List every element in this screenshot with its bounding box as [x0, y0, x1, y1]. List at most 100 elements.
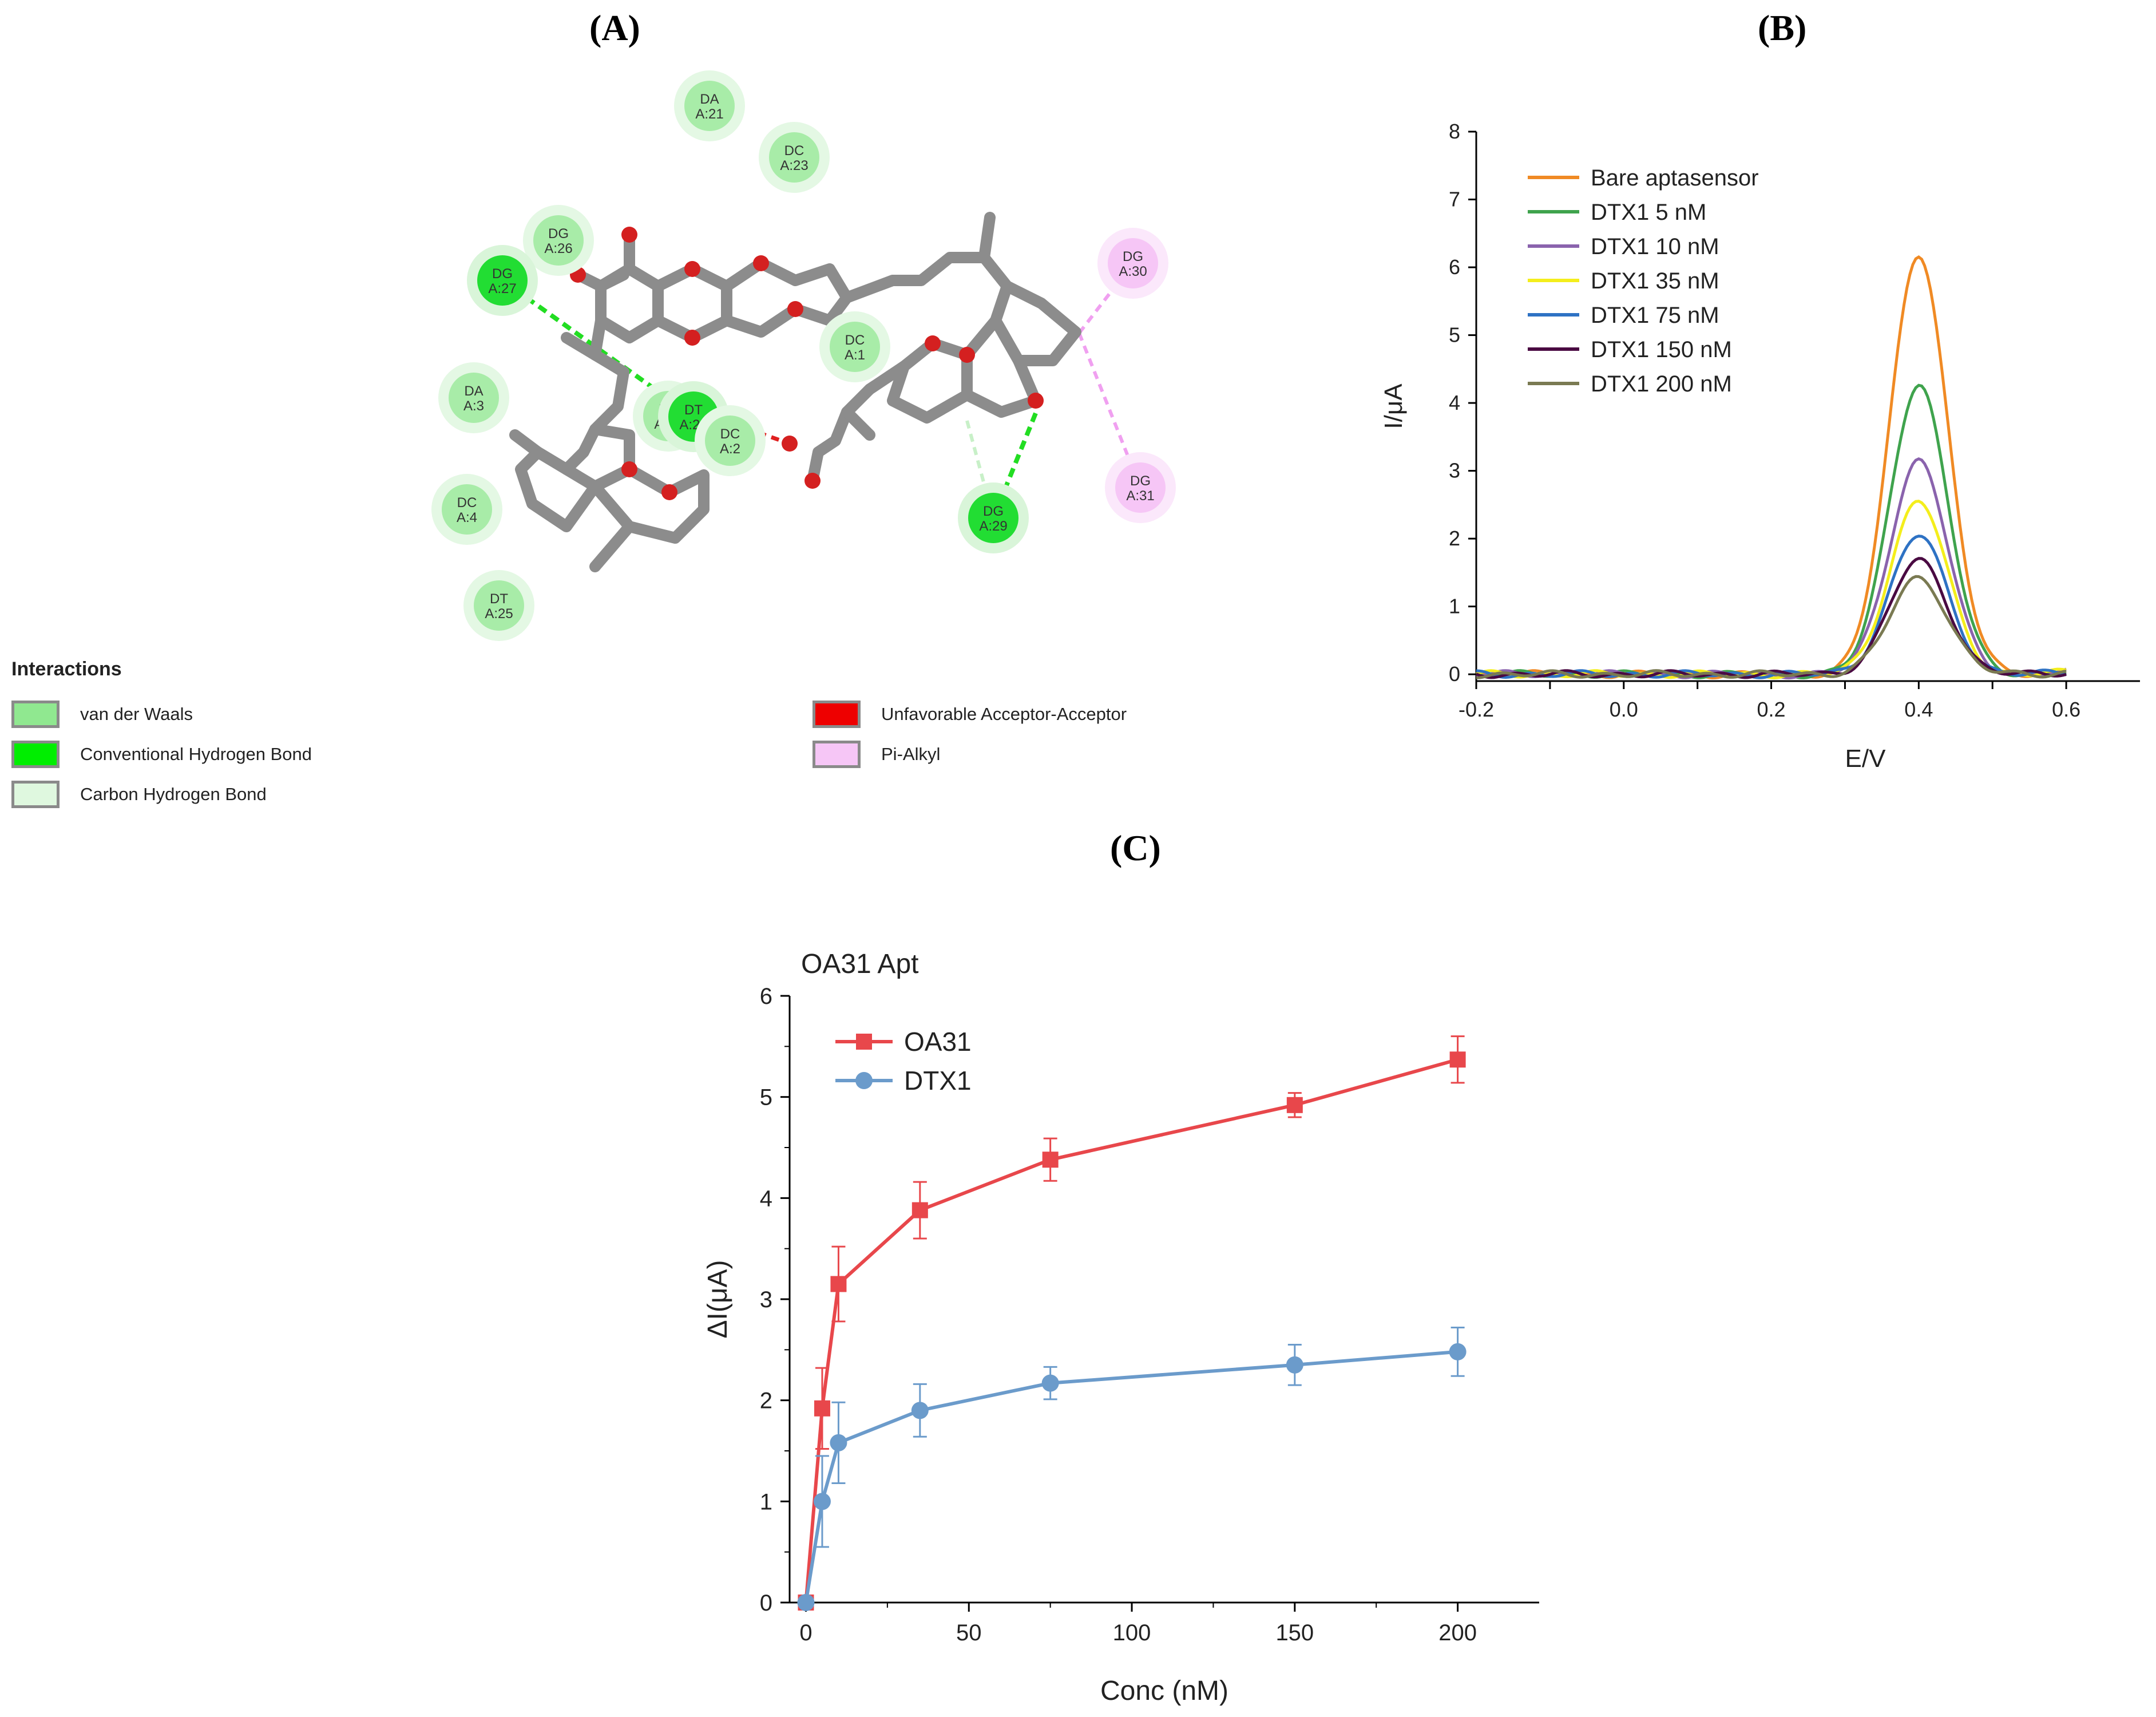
series-line: [804, 1058, 1459, 1603]
data-point: [830, 1434, 847, 1451]
residue-position: A:30: [1119, 264, 1147, 279]
x-axis-title: E/V: [1845, 745, 1886, 773]
residue-name: DG: [492, 266, 513, 282]
y-axis-title: ΔI(μA): [703, 1260, 733, 1338]
y-axis-title: I/μA: [1380, 383, 1408, 429]
x-tick-label: 0.6: [2052, 698, 2080, 721]
axes-b: 0 1 2 3 4 5 6 7 8 -0.2 0.0 0.2 0.4 0.6 E/V I/μA: [1380, 120, 2140, 773]
data-point: [1286, 1097, 1303, 1113]
curve-dtx1-150-nm: [1476, 557, 2067, 679]
legend-item-conventional-hbond: Conventional Hydrogen Bond: [11, 738, 312, 770]
residue-layer: DAA:21DCA:23DGA:26DGA:27DAA:3DCA:4DTA:25…: [431, 70, 1176, 641]
y-tick-label: 1: [1449, 595, 1460, 618]
residue-disc: [533, 215, 584, 266]
curve-dtx1-10-nm: [1476, 457, 2067, 680]
residue-disc: [769, 132, 819, 183]
data-point: [813, 1493, 831, 1510]
residue-dg-a26: DGA:26: [523, 205, 594, 276]
residue-dc-a23: DCA:23: [759, 122, 830, 193]
legend-label: DTX1: [904, 1066, 972, 1095]
y-tick-label: 0: [1449, 662, 1460, 686]
legend-item-unfavorable: Unfavorable Acceptor-Acceptor: [813, 698, 1127, 730]
legend-label: Conventional Hydrogen Bond: [80, 744, 312, 764]
y-tick-label: 1: [760, 1489, 772, 1514]
conventional-hbond-swatch: [11, 741, 60, 768]
legend-label: OA31: [904, 1027, 972, 1057]
y-tick-label: 5: [760, 1085, 772, 1110]
residue-position: A:31: [1126, 488, 1154, 504]
legend-item-carbon-hbond: Carbon Hydrogen Bond: [11, 778, 267, 810]
residue-position: A:27: [488, 281, 516, 296]
residue-disc: [968, 493, 1018, 543]
x-tick-label: 150: [1275, 1620, 1314, 1645]
series-oa31: [798, 1035, 1466, 1611]
y-tick-label: 6: [760, 984, 772, 1009]
residue-name: DC: [845, 333, 865, 348]
y-tick-label: 5: [1449, 323, 1460, 347]
legend-label: DTX1 10 nM: [1591, 234, 1719, 259]
unfavorable-swatch: [813, 701, 861, 728]
panel-label-b: (B): [1758, 7, 1807, 48]
y-tick-label: 8: [1449, 120, 1460, 143]
y-tick-label: 4: [760, 1186, 772, 1211]
legend-label: DTX1 35 nM: [1591, 268, 1719, 294]
residue-dg-a30: DGA:30: [1097, 228, 1168, 299]
residue-disc: [449, 373, 499, 423]
residue-position: A:4: [457, 510, 477, 525]
data-point: [911, 1402, 929, 1419]
residue-name: DA: [464, 383, 483, 399]
residue-disc: [442, 484, 492, 535]
x-tick-label: 0.4: [1904, 698, 1933, 721]
residue-dg-a27: DGA:27: [467, 245, 538, 316]
legend-label: Bare aptasensor: [1591, 165, 1759, 191]
legend-item-pi-alkyl: Pi-Alkyl: [813, 738, 940, 770]
interactions-legend-title: Interactions: [11, 658, 122, 680]
residue-position: A:25: [485, 606, 513, 622]
residue-disc: [474, 580, 524, 631]
legend-marker: [855, 1072, 873, 1089]
panel-label-c: (C): [1110, 828, 1161, 868]
legend-label: DTX1 150 nM: [1591, 337, 1732, 362]
axes-c: 0 1 2 3 4 5 6 0 50 100 150 200 Conc (nM) ΔI(μA): [703, 984, 1539, 1706]
residue-disc: [705, 416, 755, 466]
residue-disc: [830, 322, 880, 372]
chart-title: OA31 Apt: [801, 949, 918, 979]
residue-position: A:2: [720, 441, 740, 457]
legend-label: DTX1 5 nM: [1591, 200, 1706, 225]
data-point: [911, 1202, 928, 1218]
residue-dc-a2: DCA:2: [695, 405, 766, 476]
y-tick-label: 2: [1449, 527, 1460, 550]
x-tick-label: 0: [799, 1620, 812, 1645]
x-axis-title: Conc (nM): [1100, 1676, 1228, 1706]
series-dtx1: [797, 1326, 1467, 1611]
residue-dg-a29: DGA:29: [958, 482, 1029, 553]
residue-name: DA: [700, 92, 719, 107]
legend-marker: [856, 1034, 872, 1050]
y-tick-label: 3: [1449, 459, 1460, 482]
legend-label: DTX1 75 nM: [1591, 303, 1719, 328]
residue-name: DG: [1130, 473, 1151, 489]
y-tick-label: 3: [760, 1287, 772, 1312]
data-point: [830, 1276, 847, 1292]
residue-name: DG: [983, 504, 1004, 519]
residue-disc: [684, 81, 735, 131]
residue-disc: [1115, 462, 1166, 513]
data-point: [814, 1400, 830, 1417]
series-line: [804, 1350, 1458, 1603]
carbon-hbond-swatch: [11, 781, 60, 808]
y-tick-label: 4: [1449, 391, 1460, 414]
residue-position: A:1: [845, 347, 865, 363]
x-tick-label: 0.2: [1757, 698, 1786, 721]
residue-position: A:29: [979, 519, 1007, 534]
ligand-structure: [509, 212, 1081, 572]
residue-disc: [477, 255, 528, 306]
oxygen-atoms: [570, 227, 1044, 500]
y-tick-label: 0: [760, 1591, 772, 1616]
residue-da-a21: DAA:21: [674, 70, 745, 141]
data-point: [1449, 1051, 1466, 1068]
curve-dtx1-200-nm: [1476, 575, 2067, 679]
residue-da-a3: DAA:3: [438, 362, 509, 433]
residue-name: DT: [490, 591, 508, 607]
residue-position: A:3: [463, 398, 484, 414]
legend-item-vdw: van der Waals: [11, 698, 193, 730]
